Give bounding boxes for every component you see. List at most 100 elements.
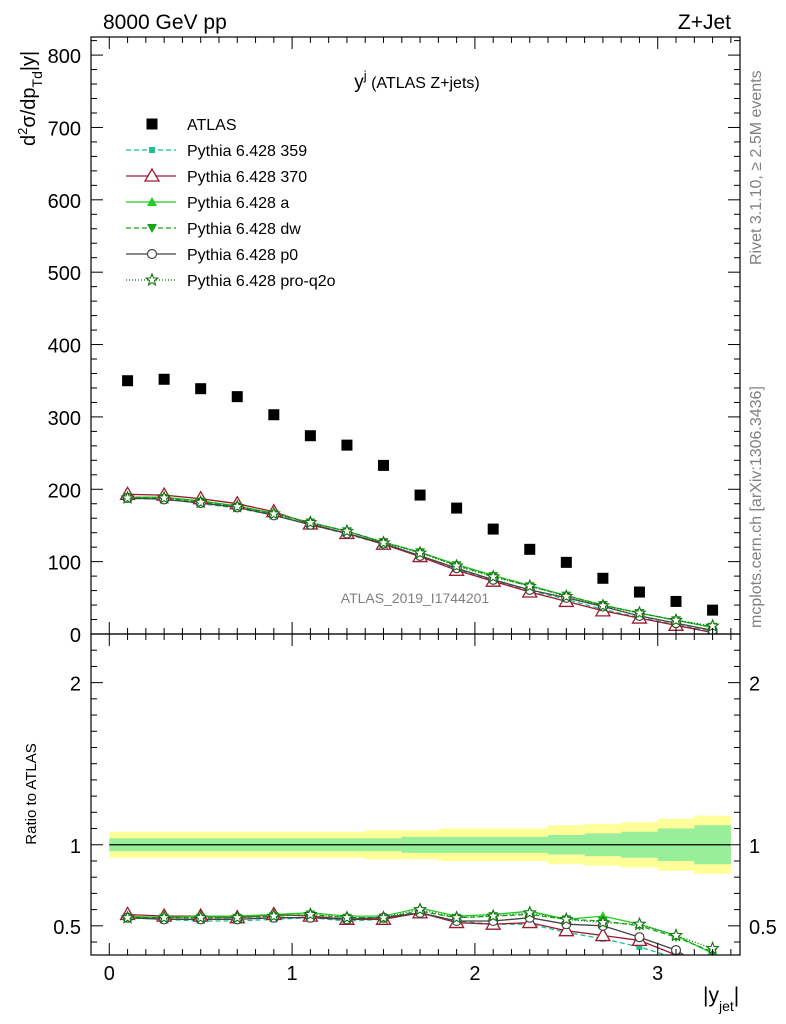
ratio-series-point-5-15 (668, 927, 684, 942)
ratio-series-point-4-14 (634, 932, 645, 943)
legend-marker-4 (147, 224, 157, 233)
legend-entry-2: Pythia 6.428 370 (126, 167, 307, 186)
main-series-point-5-2 (193, 494, 208, 509)
header-right: Z+Jet (678, 11, 731, 34)
watermark: ATLAS_2019_I1744201 (341, 590, 490, 606)
legend-label-5: Pythia 6.428 p0 (187, 247, 298, 264)
main-y-tick-label: 600 (48, 191, 81, 213)
ratio-panel: 0.5 0.5 1 1 2 2 0 1 2 3 Ratio to ATLAS |yjet| (23, 633, 777, 1014)
x-axis-label: |yjet| (703, 984, 739, 1014)
svg-text:d2σ/dpTd|y|: d2σ/dpTd|y| (15, 51, 45, 146)
ratio-series-point-5-2 (193, 910, 208, 924)
main-series-point-5-11 (522, 578, 537, 593)
main-series-point-5-6 (339, 523, 355, 538)
main-y-tick-label: 800 (48, 46, 81, 68)
atlas-data-point-5 (304, 430, 316, 442)
main-series-line-4 (127, 497, 713, 632)
ratio-series-point-5-13 (595, 915, 611, 929)
ratio-series-point-1-12 (558, 922, 575, 937)
main-y-tick-label: 0 (70, 625, 81, 647)
ratio-series-point-5-10 (486, 908, 501, 923)
main-series-point-5-13 (595, 598, 611, 612)
legend-label-1: Pythia 6.428 359 (187, 143, 307, 160)
atlas-data-point-1 (158, 373, 170, 385)
atlas-data-point-15 (670, 595, 682, 607)
ratio-series-point-0-16 (710, 968, 716, 974)
atlas-data-point-6 (341, 439, 353, 451)
svg-text:|yjet|: |yjet| (703, 984, 739, 1014)
main-y-tick-label: 500 (48, 263, 81, 285)
main-title: yj (ATLAS Z+jets) (354, 68, 479, 93)
legend-marker-2 (143, 167, 161, 182)
atlas-data-point-16 (707, 604, 719, 616)
legend-label-0: ATLAS (187, 117, 237, 134)
legend-label-2: Pythia 6.428 370 (187, 169, 307, 186)
main-y-tick-label: 200 (48, 480, 81, 502)
main-series-line-0 (127, 498, 713, 632)
ratio-series-point-5-11 (522, 905, 537, 919)
main-series-point-5-3 (230, 499, 245, 513)
legend-entry-0: ATLAS (146, 117, 237, 134)
ratio-series-point-5-4 (266, 908, 281, 923)
main-series-point-5-8 (413, 545, 428, 560)
header-left: 8000 GeV pp (103, 11, 227, 34)
legend-entry-5: Pythia 6.428 p0 (126, 247, 298, 264)
ratio-series-line-4 (127, 912, 686, 955)
legend-label-4: Pythia 6.428 dw (187, 221, 301, 238)
ratio-y-tick-label: 1 (70, 836, 81, 858)
ratio-series-point-5-5 (303, 906, 318, 921)
x-tick-label: 1 (287, 963, 298, 985)
legend-entry-4: Pythia 6.428 dw (126, 221, 301, 238)
legend-label-3: Pythia 6.428 a (187, 195, 289, 212)
x-tick-label: 0 (104, 963, 115, 985)
mcplots-label: mcplots.cern.ch [arXiv:1306.3436] (748, 386, 765, 628)
main-series-point-5-0 (120, 490, 135, 505)
main-series-point-5-15 (668, 612, 684, 627)
legend-label-6: Pythia 6.428 pro-q2o (187, 273, 336, 290)
legend: ATLAS Pythia 6.428 359 Pythia 6.428 370 Pyt… (126, 117, 336, 290)
ratio-series-line-0 (127, 912, 668, 955)
main-y-tick-label: 100 (48, 553, 81, 575)
main-series-point-5-7 (376, 535, 391, 549)
main-y-tick-label: 300 (48, 408, 81, 430)
ratio-series-line-1 (127, 912, 678, 955)
ratio-y-tick-label-right: 0.5 (749, 917, 777, 939)
atlas-data-point-4 (268, 409, 280, 421)
legend-marker-0 (146, 118, 158, 130)
main-series-point-5-14 (632, 605, 647, 620)
ratio-series-line-3 (127, 910, 713, 953)
main-series-point-5-12 (559, 588, 574, 603)
ratio-series-point-5-3 (230, 910, 245, 924)
rivet-label: Rivet 3.1.10, ≥ 2.5M events (748, 70, 765, 265)
ratio-y-tick-label: 0.5 (53, 917, 81, 939)
legend-entry-1: Pythia 6.428 359 (126, 143, 307, 160)
atlas-data-point-0 (122, 375, 134, 387)
ratio-series-point-1-16 (706, 971, 720, 983)
atlas-data-point-11 (524, 543, 536, 555)
atlas-data-point-12 (560, 556, 572, 568)
main-series-point-5-9 (449, 558, 464, 573)
ratio-series-point-5-6 (339, 910, 355, 924)
ratio-frame (90, 633, 741, 956)
ratio-series-point-0-14 (636, 943, 643, 950)
main-series-point-5-5 (303, 515, 318, 529)
ratio-series-point-5-8 (412, 902, 428, 916)
ratio-y-tick-label: 2 (70, 674, 81, 696)
atlas-data-point-10 (487, 523, 499, 535)
ratio-series-point-5-0 (120, 910, 135, 924)
main-panel: 0 100 200 300 400 500 600 700 800 ATLAS_2019_I17… (15, 36, 741, 647)
ratio-series-point-5-14 (632, 916, 647, 931)
main-y-tick-label: 700 (48, 118, 81, 140)
ratio-y-axis-label: Ratio to ATLAS (23, 743, 40, 844)
legend-entry-6: Pythia 6.428 pro-q2o (126, 272, 336, 290)
atlas-data-point-13 (597, 572, 609, 584)
atlas-data-point-9 (451, 502, 463, 514)
main-series-point-5-1 (156, 490, 172, 505)
main-series-line-5 (127, 497, 713, 627)
atlas-data-point-3 (231, 391, 243, 403)
ratio-series-point-5-9 (449, 910, 464, 924)
legend-marker-3 (147, 197, 157, 206)
atlas-data-point-8 (414, 489, 426, 501)
ratio-series-point-1-13 (594, 927, 612, 942)
